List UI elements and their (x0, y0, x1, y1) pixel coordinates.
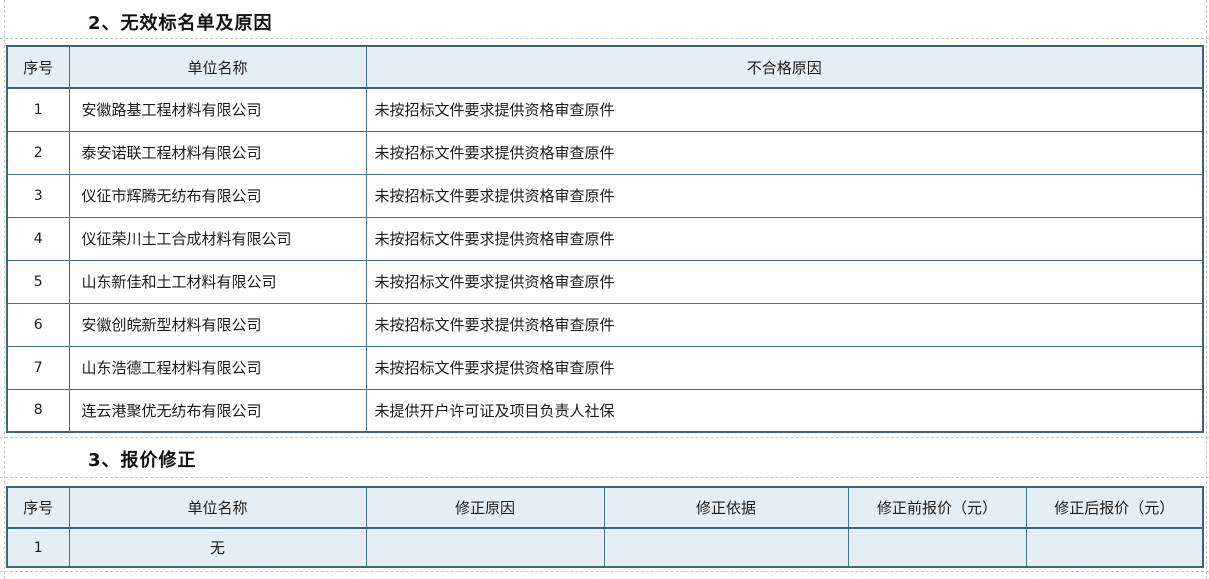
row-seq: 4 (6, 216, 70, 261)
row-company: 安徽路基工程材料有限公司 (68, 87, 367, 132)
row-seq: 1 (6, 87, 70, 132)
header-correct-reason: 修正原因 (365, 486, 605, 529)
row-price-before (847, 527, 1027, 568)
row-company: 山东浩德工程材料有限公司 (68, 345, 367, 390)
row-company: 无 (68, 527, 367, 568)
header-correct-basis: 修正依据 (603, 486, 849, 529)
table-row: 7 山东浩德工程材料有限公司 未按招标文件要求提供资格审查原件 (6, 345, 1204, 390)
section-3-title: 3、报价修正 (88, 450, 197, 471)
row-reason: 未提供开户许可证及项目负责人社保 (365, 388, 1204, 433)
row-seq: 2 (6, 130, 70, 175)
row-company: 泰安诺联工程材料有限公司 (68, 130, 367, 175)
table-row: 6 安徽创皖新型材料有限公司 未按招标文件要求提供资格审查原件 (6, 302, 1204, 347)
page-grid-line-2 (0, 437, 1209, 438)
header-price-before: 修正前报价（元） (847, 486, 1027, 529)
row-company: 连云港聚优无纺布有限公司 (68, 388, 367, 433)
table-row: 5 山东新佳和土工材料有限公司 未按招标文件要求提供资格审查原件 (6, 259, 1204, 304)
row-reason: 未按招标文件要求提供资格审查原件 (365, 130, 1204, 175)
row-reason: 未按招标文件要求提供资格审查原件 (365, 302, 1204, 347)
header-company: 单位名称 (68, 45, 367, 89)
price-correction-header-row: 序号 单位名称 修正原因 修正依据 修正前报价（元） 修正后报价（元） (6, 486, 1204, 529)
section-2-title: 2、无效标名单及原因 (88, 13, 273, 34)
row-company: 安徽创皖新型材料有限公司 (68, 302, 367, 347)
row-seq: 6 (6, 302, 70, 347)
row-correct-reason (365, 527, 605, 568)
row-reason: 未按招标文件要求提供资格审查原件 (365, 259, 1204, 304)
row-reason: 未按招标文件要求提供资格审查原件 (365, 216, 1204, 261)
row-company: 仪征荣川土工合成材料有限公司 (68, 216, 367, 261)
table-row: 2 泰安诺联工程材料有限公司 未按招标文件要求提供资格审查原件 (6, 130, 1204, 175)
price-correction-table: 序号 单位名称 修正原因 修正依据 修正前报价（元） 修正后报价（元） 1 无 (6, 486, 1204, 568)
row-company: 山东新佳和土工材料有限公司 (68, 259, 367, 304)
header-seq: 序号 (6, 486, 70, 529)
row-seq: 8 (6, 388, 70, 433)
table-row: 1 安徽路基工程材料有限公司 未按招标文件要求提供资格审查原件 (6, 87, 1204, 132)
row-seq: 7 (6, 345, 70, 390)
invalid-bids-table: 序号 单位名称 不合格原因 1 安徽路基工程材料有限公司 未按招标文件要求提供资… (6, 45, 1204, 433)
row-reason: 未按招标文件要求提供资格审查原件 (365, 87, 1204, 132)
table-row: 8 连云港聚优无纺布有限公司 未提供开户许可证及项目负责人社保 (6, 388, 1204, 433)
header-reason: 不合格原因 (365, 45, 1204, 89)
row-seq: 1 (6, 527, 70, 568)
row-company: 仪征市辉腾无纺布有限公司 (68, 173, 367, 218)
row-reason: 未按招标文件要求提供资格审查原件 (365, 173, 1204, 218)
page-grid-line-4 (0, 571, 1209, 572)
row-seq: 3 (6, 173, 70, 218)
page-grid-line-1 (0, 38, 1209, 39)
page-grid-line-3 (0, 477, 1209, 478)
header-price-after: 修正后报价（元） (1025, 486, 1204, 529)
invalid-bids-header-row: 序号 单位名称 不合格原因 (6, 45, 1204, 89)
header-seq: 序号 (6, 45, 70, 89)
row-correct-basis (603, 527, 849, 568)
table-row: 3 仪征市辉腾无纺布有限公司 未按招标文件要求提供资格审查原件 (6, 173, 1204, 218)
page-grid-line-right (1206, 0, 1207, 579)
page-grid-line-left (4, 0, 5, 579)
row-reason: 未按招标文件要求提供资格审查原件 (365, 345, 1204, 390)
table-row: 1 无 (6, 527, 1204, 568)
header-company: 单位名称 (68, 486, 367, 529)
row-seq: 5 (6, 259, 70, 304)
row-price-after (1025, 527, 1204, 568)
table-row: 4 仪征荣川土工合成材料有限公司 未按招标文件要求提供资格审查原件 (6, 216, 1204, 261)
